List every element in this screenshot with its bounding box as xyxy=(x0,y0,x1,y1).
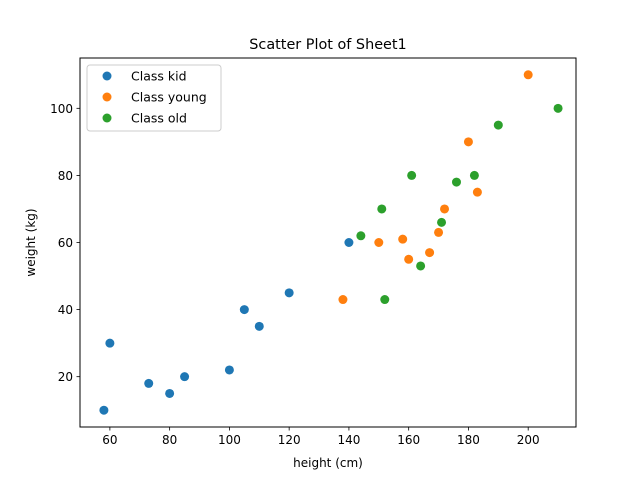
point-series-0 xyxy=(105,338,115,348)
legend-label-1: Class young xyxy=(131,90,207,105)
point-series-1 xyxy=(404,254,414,264)
y-axis-ticks: 20 40 60 80 100 xyxy=(50,102,80,384)
point-series-0 xyxy=(99,405,109,415)
point-series-1 xyxy=(472,187,482,197)
point-series-1 xyxy=(440,204,450,214)
point-series-0 xyxy=(239,305,249,315)
point-series-1 xyxy=(374,238,384,247)
point-series-1 xyxy=(425,248,435,258)
legend-marker-2 xyxy=(102,113,112,123)
legend: Class kid Class young Class old xyxy=(86,64,222,132)
point-series-1 xyxy=(398,234,408,244)
point-series-1 xyxy=(463,137,473,147)
point-series-2 xyxy=(416,261,426,271)
y-tick-label: 100 xyxy=(50,102,73,116)
x-tick-label: 160 xyxy=(397,433,420,447)
point-series-1 xyxy=(338,295,348,305)
y-tick-label: 60 xyxy=(58,236,73,250)
x-tick-label: 80 xyxy=(162,433,177,447)
y-tick-label: 20 xyxy=(58,370,73,384)
point-series-2 xyxy=(553,103,563,113)
x-tick-label: 100 xyxy=(218,433,241,447)
point-series-0 xyxy=(165,388,175,398)
point-series-2 xyxy=(380,295,390,305)
point-series-1 xyxy=(434,227,444,237)
point-series-0 xyxy=(254,321,264,331)
point-series-2 xyxy=(469,170,479,180)
point-series-0 xyxy=(344,238,354,247)
point-series-0 xyxy=(180,372,190,382)
y-tick-label: 80 xyxy=(58,169,73,183)
x-axis-label: height (cm) xyxy=(293,456,363,470)
chart-title: Scatter Plot of Sheet1 xyxy=(249,37,406,53)
x-tick-label: 120 xyxy=(278,433,301,447)
point-series-2 xyxy=(356,231,366,241)
legend-box xyxy=(86,64,222,132)
point-series-0 xyxy=(224,365,234,375)
y-tick-label: 40 xyxy=(58,303,73,317)
point-series-2 xyxy=(451,177,461,187)
point-series-0 xyxy=(144,378,154,388)
legend-label-0: Class kid xyxy=(131,69,187,84)
point-series-2 xyxy=(493,120,503,130)
point-series-0 xyxy=(284,288,294,298)
data-points xyxy=(99,70,563,415)
point-series-2 xyxy=(407,170,417,180)
x-tick-label: 180 xyxy=(457,433,480,447)
x-tick-label: 200 xyxy=(517,433,540,447)
legend-label-2: Class old xyxy=(131,111,187,126)
x-tick-label: 60 xyxy=(102,433,117,447)
point-series-1 xyxy=(523,70,533,80)
point-series-2 xyxy=(377,204,387,214)
legend-marker-0 xyxy=(102,71,112,81)
legend-marker-1 xyxy=(102,92,112,102)
point-series-2 xyxy=(437,217,447,227)
x-tick-label: 140 xyxy=(337,433,360,447)
x-axis-ticks: 60 80 100 120 140 160 180 200 xyxy=(102,427,540,447)
y-axis-label: weight (kg) xyxy=(24,208,38,276)
